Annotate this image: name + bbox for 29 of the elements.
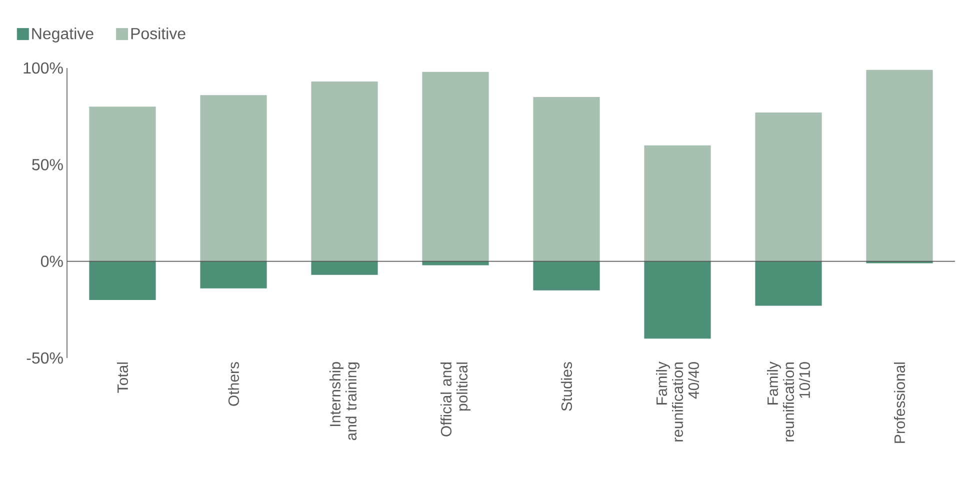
bar bbox=[644, 261, 711, 339]
bar bbox=[311, 261, 378, 275]
x-tick-label: Studies bbox=[560, 362, 572, 411]
bar bbox=[311, 82, 378, 262]
x-tick-label: Official and political bbox=[440, 362, 470, 436]
bar bbox=[755, 112, 822, 262]
x-tick-label: Professional bbox=[894, 362, 906, 443]
x-tick-label: Others bbox=[228, 362, 239, 406]
bar bbox=[89, 106, 156, 262]
bar bbox=[644, 145, 711, 262]
x-tick-label: Internship and training bbox=[330, 362, 360, 440]
bar bbox=[422, 72, 489, 262]
bar bbox=[422, 261, 489, 266]
bar bbox=[200, 261, 267, 288]
y-tick-label: 0% bbox=[40, 256, 63, 267]
x-tick-label: Total bbox=[116, 362, 128, 393]
bar bbox=[533, 261, 600, 290]
bar bbox=[866, 70, 933, 262]
y-tick-label: -50% bbox=[26, 352, 63, 364]
x-tick-label: Family reunification 40/40 bbox=[656, 362, 700, 442]
x-tick-label: Family reunification 10/10 bbox=[766, 362, 810, 442]
legend-label: Negative bbox=[32, 28, 94, 42]
y-tick-label: 50% bbox=[32, 159, 63, 170]
bar bbox=[89, 261, 156, 300]
bar bbox=[755, 261, 822, 306]
legend-label: Positive bbox=[131, 28, 186, 40]
y-tick-label: 100% bbox=[24, 62, 63, 74]
bar bbox=[200, 95, 267, 262]
bar bbox=[533, 96, 600, 262]
